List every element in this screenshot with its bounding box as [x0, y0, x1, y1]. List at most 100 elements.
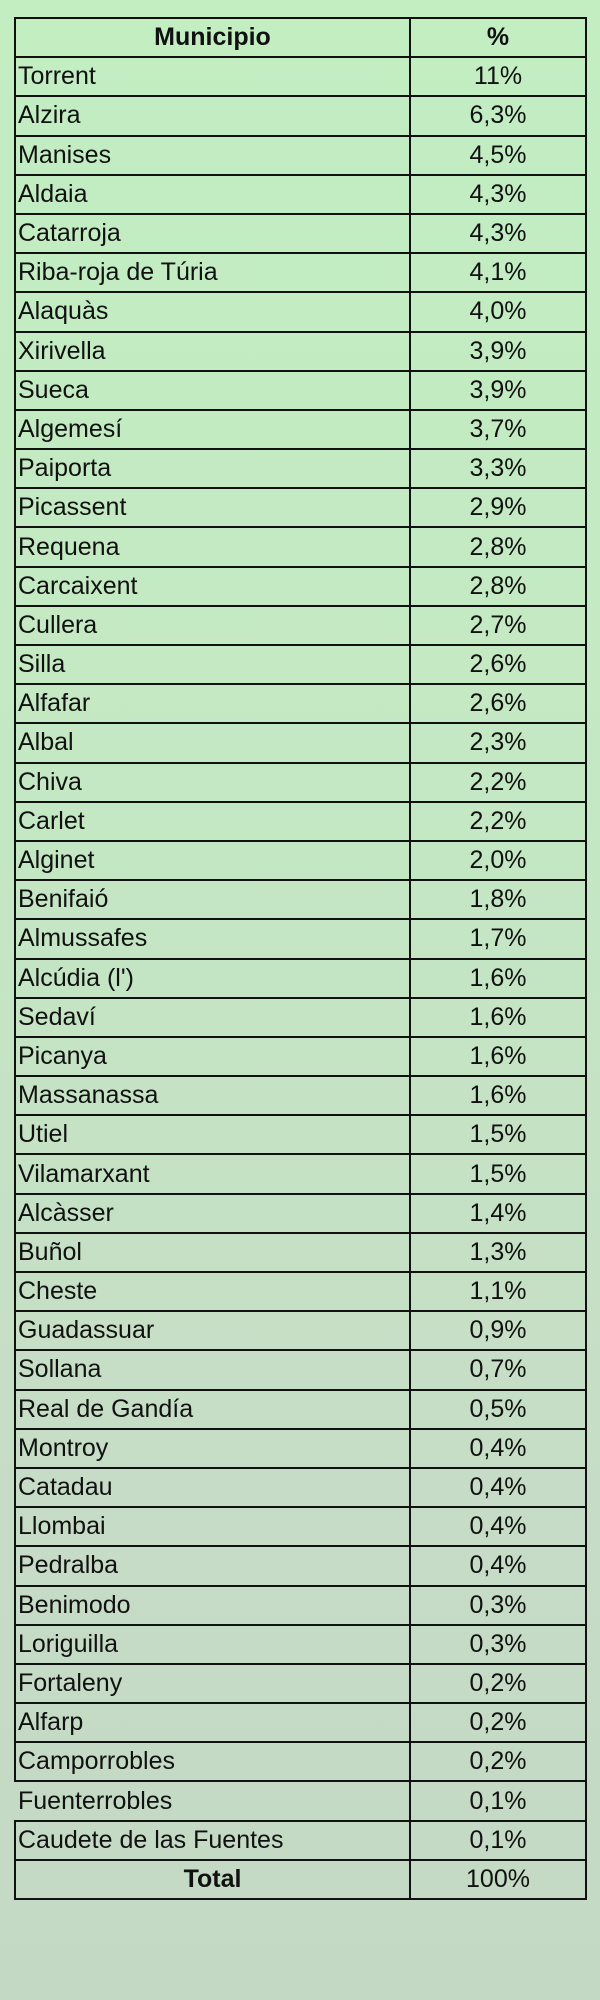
municipality-name: Fuenterrobles: [15, 1780, 411, 1822]
municipality-name: Buñol: [14, 1231, 411, 1274]
total-value: 100%: [409, 1858, 587, 1901]
table-row: Montroy 0,4%: [14, 1427, 587, 1469]
total-row: Total 100%: [14, 1858, 587, 1901]
municipality-name: Albal: [14, 722, 411, 764]
table-row: Benifaió 1,8%: [14, 879, 587, 921]
table-row: Carcaixent 2,8%: [14, 565, 587, 607]
municipality-percent: 1,6%: [409, 996, 587, 1038]
municipality-name: Catadau: [14, 1466, 411, 1509]
municipality-name: Cheste: [14, 1270, 411, 1313]
municipality-name: Sollana: [14, 1349, 411, 1391]
table-row: Catarroja 4,3%: [14, 212, 587, 255]
municipality-name: Aldaia: [14, 173, 411, 215]
municipality-name: Riba-roja de Túria: [14, 252, 411, 294]
municipality-name: Real de Gandía: [14, 1388, 411, 1430]
municipality-name: Caudete de las Fuentes: [14, 1819, 411, 1861]
table-row: Alzira 6,3%: [14, 95, 587, 137]
table-row: Alfafar 2,6%: [14, 683, 587, 725]
municipality-percent: 0,9%: [409, 1310, 587, 1352]
municipality-percent: 3,3%: [409, 448, 587, 490]
municipality-percent: 1,8%: [409, 879, 587, 921]
table-row: Xirivella 3,9%: [14, 330, 587, 372]
municipality-percent: 0,3%: [409, 1623, 587, 1665]
municipality-name: Loriguilla: [14, 1623, 411, 1665]
municipality-name: Picanya: [14, 1035, 411, 1078]
municipality-name: Benimodo: [14, 1584, 411, 1626]
table-row: Buñol 1,3%: [14, 1231, 587, 1274]
municipality-percent: 11%: [409, 56, 587, 98]
municipality-percent: 0,4%: [409, 1427, 587, 1469]
municipality-percent: 2,7%: [409, 604, 587, 647]
total-label: Total: [14, 1858, 411, 1901]
municipality-percent: 1,6%: [409, 957, 587, 999]
table-row: Alfarp 0,2%: [14, 1702, 587, 1744]
municipality-percent: 2,6%: [409, 683, 587, 725]
table-row: Manises 4,5%: [14, 134, 587, 176]
municipality-name: Alcúdia (l'): [14, 957, 411, 999]
table-row: Paiporta 3,3%: [14, 448, 587, 490]
municipality-percent: 2,8%: [409, 565, 587, 607]
municipality-percent: 0,5%: [409, 1388, 587, 1430]
table-row: Alcàsser 1,4%: [14, 1192, 587, 1234]
table-row: Algemesí 3,7%: [14, 408, 587, 451]
municipality-percent: 0,7%: [409, 1349, 587, 1391]
municipality-percent: 4,5%: [409, 134, 587, 176]
municipality-percent: 2,8%: [409, 526, 587, 568]
municipality-name: Catarroja: [14, 212, 411, 255]
municipality-percent: 3,9%: [409, 369, 587, 411]
municipality-name: Utiel: [14, 1114, 411, 1156]
table-row: Aldaia 4,3%: [14, 173, 587, 215]
municipality-name: Pedralba: [14, 1545, 411, 1587]
table-row: Sedaví 1,6%: [14, 996, 587, 1038]
header-row: Municipio %: [14, 16, 587, 59]
municipality-name: Alaquàs: [14, 291, 411, 333]
table-row: Pedralba 0,4%: [14, 1545, 587, 1587]
header-municipio: Municipio: [14, 16, 411, 59]
municipality-percent: 1,5%: [409, 1153, 587, 1195]
municipality-name: Manises: [14, 134, 411, 176]
municipality-percent: 4,3%: [409, 173, 587, 215]
municipality-name: Algemesí: [14, 408, 411, 451]
municipality-percent: 1,4%: [409, 1192, 587, 1234]
municipality-name: Vilamarxant: [14, 1153, 411, 1195]
table-row: Riba-roja de Túria 4,1%: [14, 252, 587, 294]
municipality-name: Alzira: [14, 95, 411, 137]
table-row: Silla 2,6%: [14, 643, 587, 686]
municipality-name: Sedaví: [14, 996, 411, 1038]
municipality-percent: 1,6%: [409, 1075, 587, 1117]
municipality-percent: 0,4%: [409, 1506, 587, 1548]
table-row: Cullera 2,7%: [14, 604, 587, 647]
municipality-name: Almussafes: [14, 918, 411, 960]
table-row: Benimodo 0,3%: [14, 1584, 587, 1626]
municipality-name: Guadassuar: [14, 1310, 411, 1352]
table-row: Fuenterrobles 0,1%: [15, 1780, 587, 1822]
table-row: Real de Gandía 0,5%: [14, 1388, 587, 1430]
municipality-name: Alfarp: [14, 1702, 411, 1744]
municipality-percent: 0,2%: [409, 1662, 587, 1705]
municipality-percent: 2,6%: [409, 643, 587, 686]
municipality-name: Benifaió: [14, 879, 411, 921]
municipality-percent: 0,4%: [409, 1545, 587, 1587]
municipality-percent: 1,7%: [409, 918, 587, 960]
municipality-percent: 2,2%: [409, 761, 587, 803]
municipality-percent: 2,2%: [409, 800, 587, 842]
table-row: Chiva 2,2%: [14, 761, 587, 803]
municipality-name: Chiva: [14, 761, 411, 803]
municipality-percent: 2,3%: [409, 722, 587, 764]
table-row: Catadau 0,4%: [14, 1466, 587, 1509]
municipality-percent: 6,3%: [409, 95, 587, 137]
municipality-name: Alginet: [14, 839, 411, 882]
municipality-name: Camporrobles: [14, 1741, 411, 1783]
table-row: Alcúdia (l') 1,6%: [14, 957, 587, 999]
municipality-percent: 0,1%: [409, 1819, 587, 1861]
municipality-name: Sueca: [14, 369, 411, 411]
table-row: Utiel 1,5%: [14, 1114, 587, 1156]
municipality-name: Carcaixent: [14, 565, 411, 607]
table-row: Picanya 1,6%: [14, 1035, 587, 1078]
table-row: Loriguilla 0,3%: [14, 1623, 587, 1665]
municipality-name: Xirivella: [14, 330, 411, 372]
table-row: Requena 2,8%: [14, 526, 587, 568]
municipality-percent: 4,0%: [409, 291, 587, 333]
municipality-percent: 0,3%: [409, 1584, 587, 1626]
table-row: Llombai 0,4%: [14, 1506, 587, 1548]
